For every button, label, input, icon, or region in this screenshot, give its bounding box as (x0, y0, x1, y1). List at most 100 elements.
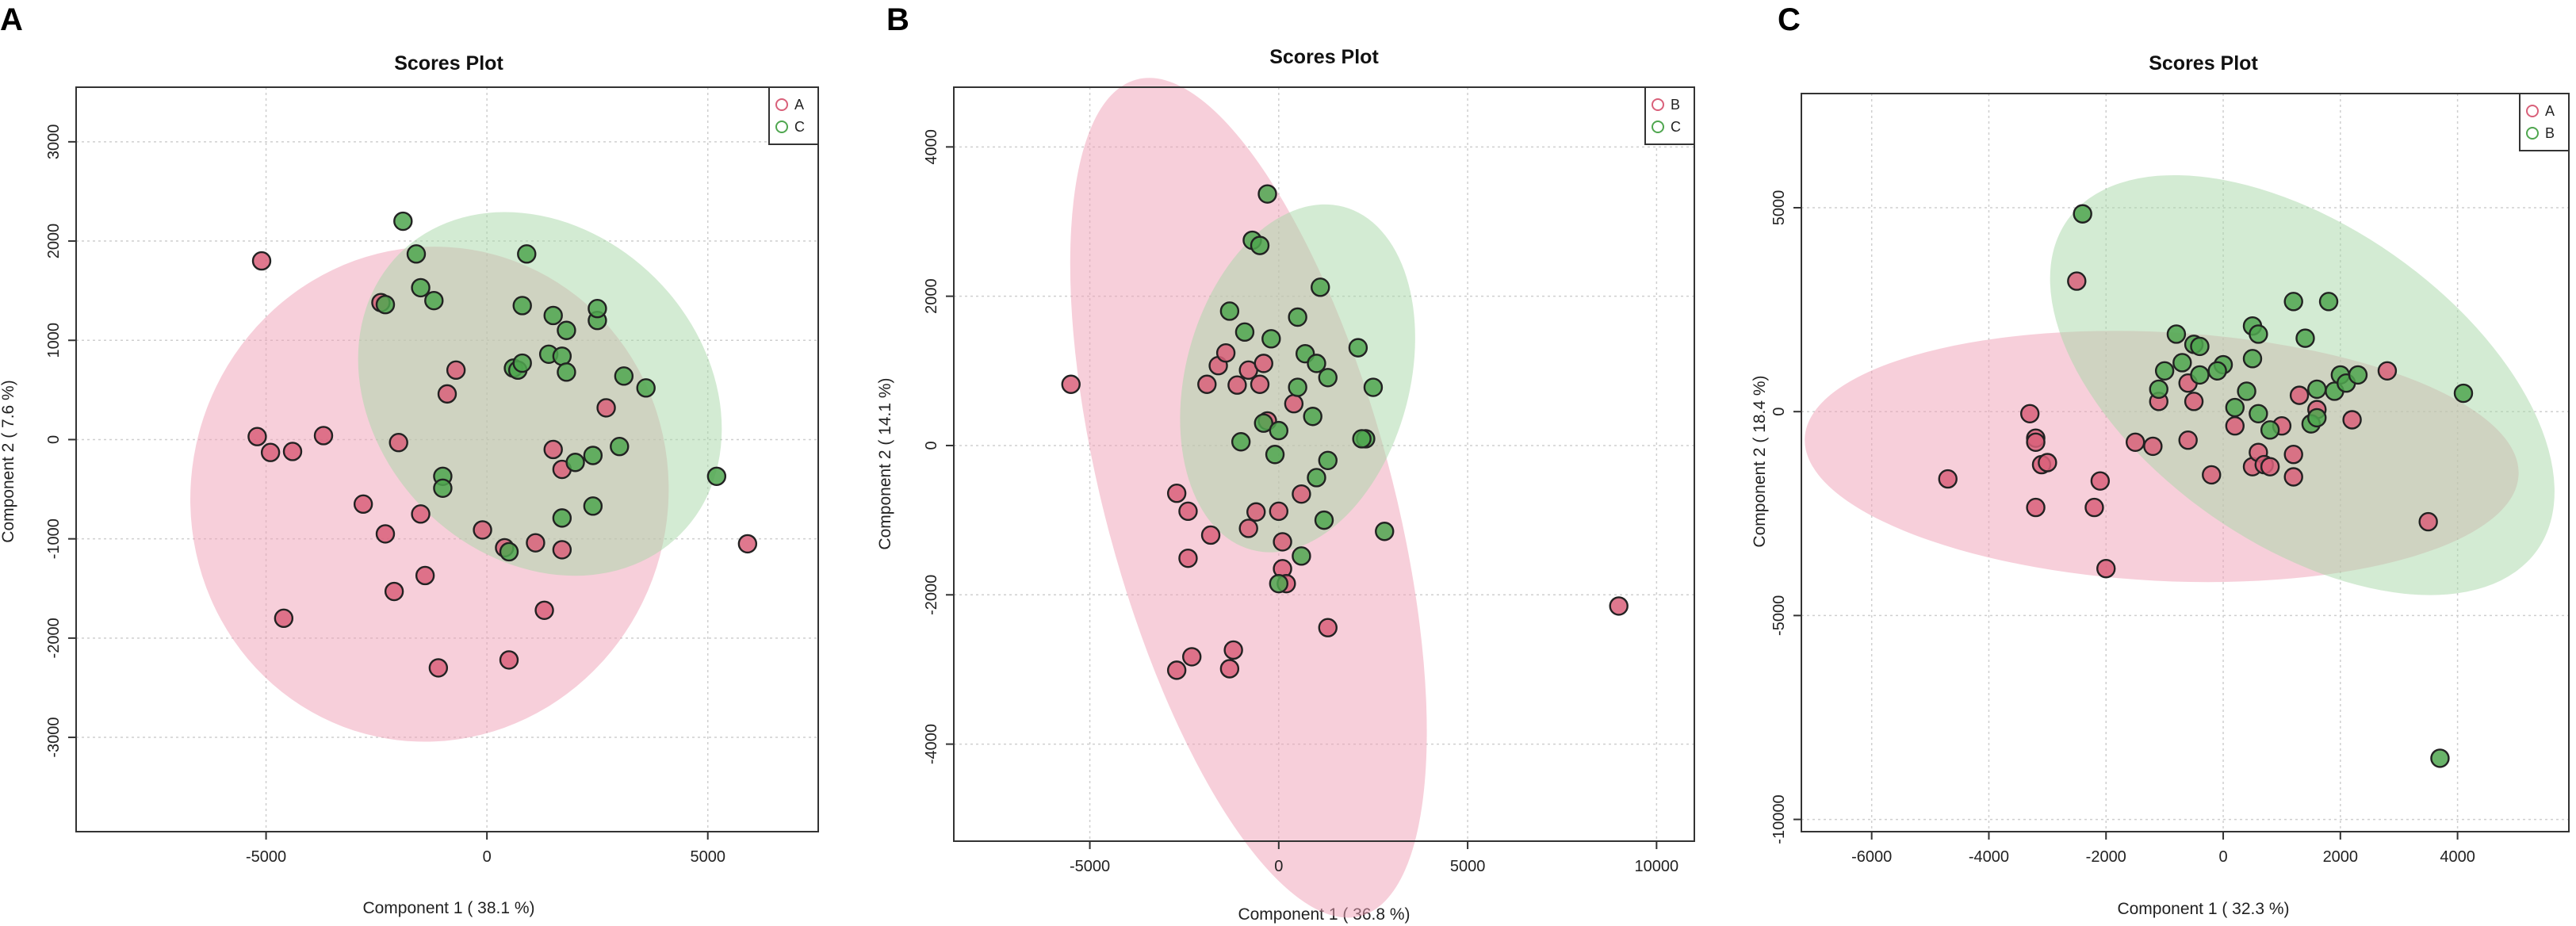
data-point-c (1269, 573, 1289, 594)
legend-marker-b (2526, 127, 2539, 140)
data-point-c (424, 290, 444, 311)
data-point-a (2377, 361, 2398, 381)
y-tick-label: -5000 (1770, 595, 1788, 636)
x-tick-label: -6000 (1851, 848, 1892, 866)
data-point-b (2283, 292, 2303, 312)
legend-marker-a (775, 98, 788, 111)
data-point-c (552, 346, 572, 366)
data-point-b (1609, 596, 1629, 616)
data-point-b (1238, 518, 1258, 538)
data-point-c (1219, 301, 1240, 321)
x-axis-label: Component 1 ( 32.3 %) (2117, 900, 2289, 918)
data-point-b (1182, 647, 1202, 667)
data-point-a (437, 384, 457, 404)
y-tick-label: 0 (923, 441, 940, 450)
data-point-a (2084, 497, 2104, 518)
legend-box (768, 86, 819, 145)
data-point-c (1288, 307, 1307, 327)
data-point-b (1246, 502, 1266, 522)
legend: AC (768, 86, 819, 145)
data-point-b (2225, 397, 2245, 418)
x-tick-label: 10000 (1635, 858, 1679, 875)
legend-marker-a (2526, 105, 2539, 117)
x-tick-label: 5000 (690, 848, 725, 866)
y-tick-label: 5000 (1770, 190, 1788, 226)
y-tick-label: 2000 (923, 278, 940, 314)
data-point-b (1197, 374, 1217, 394)
data-point-a (2283, 467, 2303, 487)
data-point-a (2184, 392, 2204, 411)
x-tick-label: 5000 (1450, 858, 1486, 875)
x-tick-label: 0 (2218, 848, 2227, 866)
data-point-a (247, 427, 267, 446)
data-point-b (2295, 328, 2315, 348)
data-point-c (1311, 277, 1330, 297)
data-point-b (2154, 361, 2175, 381)
data-point-b (1166, 484, 1187, 503)
data-point-c (557, 320, 576, 340)
legend-box (2519, 93, 2570, 151)
data-point-c (583, 446, 603, 465)
panel-c: C Scores Plot Component 1 ( 32.3 %) Comp… (1751, 2, 2570, 918)
data-point-b (1273, 532, 1292, 552)
x-tick-label: 2000 (2323, 848, 2359, 866)
data-point-b (2190, 336, 2210, 357)
data-point-a (260, 442, 281, 462)
data-point-c (393, 211, 413, 232)
data-point-b (2190, 365, 2210, 385)
data-point-c (1257, 184, 1277, 204)
data-point-c (588, 298, 607, 319)
plot-title: Scores Plot (1269, 46, 1379, 68)
legend-label: B (2545, 125, 2555, 141)
y-axis-label: Component 2 ( 7.6 %) (0, 380, 17, 542)
plot-area: -5000 0 5000 10000 -4000 -2000 0 2000 4000 BC (923, 78, 1695, 918)
data-point-b (1318, 618, 1338, 637)
y-tick-label: -10000 (1770, 794, 1788, 844)
data-point-a (415, 565, 435, 586)
x-tick-label: 4000 (2440, 848, 2475, 866)
data-point-a (2342, 410, 2362, 430)
plot-frame (75, 86, 819, 832)
data-point-c (512, 296, 532, 316)
y-tick-label: -2000 (45, 618, 63, 658)
data-point-a (473, 520, 492, 540)
data-point-b (1223, 640, 1243, 660)
data-point-c (1318, 450, 1338, 470)
panel-a: A Scores Plot Component 1 ( 38.1 %) Comp… (0, 2, 819, 917)
data-point-c (636, 378, 656, 398)
panel-letter: A (0, 2, 23, 37)
legend-label: A (2545, 103, 2555, 119)
data-point-a (2143, 436, 2163, 457)
data-point-a (526, 533, 545, 553)
confidence-ellipse-b (2050, 174, 2555, 595)
data-point-a (2260, 457, 2280, 476)
plot-area: -5000 0 5000 -3000 -2000 -1000 0 1000 2000 3000 AC (45, 86, 819, 866)
x-tick-label: -5000 (246, 848, 286, 866)
plot-title: Scores Plot (394, 52, 503, 75)
data-point-a (2096, 559, 2116, 579)
data-point-a (534, 600, 554, 621)
data-point-a (313, 426, 334, 446)
data-point-b (2242, 349, 2263, 369)
data-point-a (2202, 465, 2222, 485)
data-point-b (2307, 408, 2327, 428)
data-point-b (2237, 381, 2256, 401)
data-point-c (1318, 368, 1338, 388)
data-point-c (1348, 338, 1368, 358)
data-point-b (1254, 354, 1273, 373)
y-tick-label: 0 (1770, 408, 1788, 416)
data-point-a (1938, 469, 1958, 489)
data-point-a (543, 439, 563, 460)
data-point-b (1200, 525, 1221, 545)
data-point-c (1288, 377, 1307, 397)
data-point-b (2073, 204, 2092, 224)
legend-label: C (794, 119, 805, 135)
data-point-a (446, 360, 466, 381)
data-point-c (1352, 429, 1372, 449)
data-point-b (2207, 361, 2227, 381)
data-point-a (499, 650, 519, 670)
data-point-a (2283, 445, 2303, 465)
data-point-c (375, 294, 396, 315)
y-tick-label: 0 (45, 435, 63, 444)
x-tick-label: -4000 (1969, 848, 2009, 866)
